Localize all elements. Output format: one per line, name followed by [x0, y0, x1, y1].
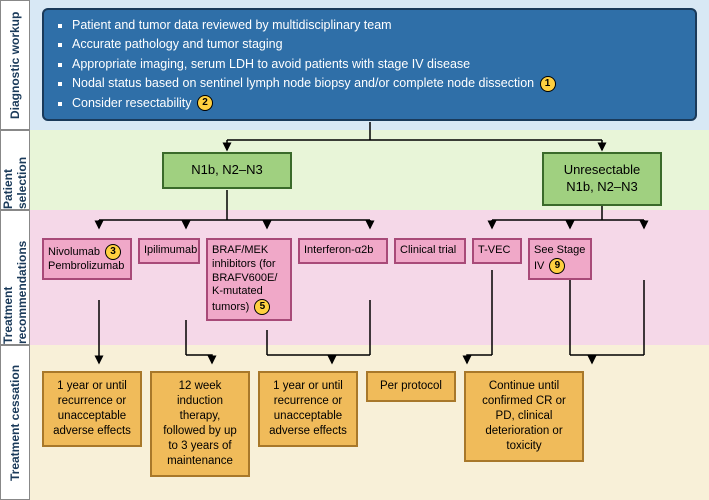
- ref-circle-5: 5: [254, 299, 270, 315]
- rec-box-3: Interferon-α2b: [298, 238, 388, 264]
- content-column: Patient and tumor data reviewed by multi…: [30, 0, 709, 500]
- ref-circle-1: 1: [540, 76, 556, 92]
- row-selection: N1b, N2–N3 UnresectableN1b, N2–N3: [30, 130, 709, 210]
- row-diagnostic: Patient and tumor data reviewed by multi…: [30, 0, 709, 130]
- cessation-box-3: Per protocol: [366, 371, 456, 402]
- rec-box-6: See Stage IV 9: [528, 238, 592, 280]
- row-cessation: 1 year or until recurrence or unacceptab…: [30, 345, 709, 500]
- rec-box-5: T-VEC: [472, 238, 522, 264]
- label-cessation: Treatment cessation: [0, 345, 30, 500]
- diagnostic-item: Consider resectability 2: [72, 94, 681, 113]
- diagnostic-item: Patient and tumor data reviewed by multi…: [72, 16, 681, 35]
- selection-box-1: UnresectableN1b, N2–N3: [542, 152, 662, 206]
- cessation-box-4: Continue until confirmed CR or PD, clini…: [464, 371, 584, 462]
- rec-box-0: Nivolumab 3Pembrolizumab: [42, 238, 132, 280]
- diagnostic-item: Accurate pathology and tumor staging: [72, 35, 681, 54]
- diagnostic-item: Nodal status based on sentinel lymph nod…: [72, 74, 681, 93]
- label-selection: Patient selection: [0, 130, 30, 210]
- ref-circle-9: 9: [549, 258, 565, 274]
- label-recommendations: Treatment recommendations: [0, 210, 30, 345]
- cessation-box-1: 12 week induction therapy, followed by u…: [150, 371, 250, 477]
- cessation-box-0: 1 year or until recurrence or unacceptab…: [42, 371, 142, 447]
- label-diagnostic: Diagnostic workup: [0, 0, 30, 130]
- diagnostic-box: Patient and tumor data reviewed by multi…: [42, 8, 697, 121]
- ref-circle-2: 2: [197, 95, 213, 111]
- rec-box-1: Ipilimumab: [138, 238, 200, 264]
- rec-box-2: BRAF/MEK inhibitors (for BRAFV600E/ K-mu…: [206, 238, 292, 321]
- selection-box-0: N1b, N2–N3: [162, 152, 292, 189]
- row-recommendations: Nivolumab 3Pembrolizumab Ipilimumab BRAF…: [30, 210, 709, 345]
- diagnostic-item: Appropriate imaging, serum LDH to avoid …: [72, 55, 681, 74]
- row-labels-column: Diagnostic workup Patient selection Trea…: [0, 0, 30, 500]
- rec-box-4: Clinical trial: [394, 238, 466, 264]
- ref-circle-3: 3: [105, 244, 121, 260]
- cessation-box-2: 1 year or until recurrence or unacceptab…: [258, 371, 358, 447]
